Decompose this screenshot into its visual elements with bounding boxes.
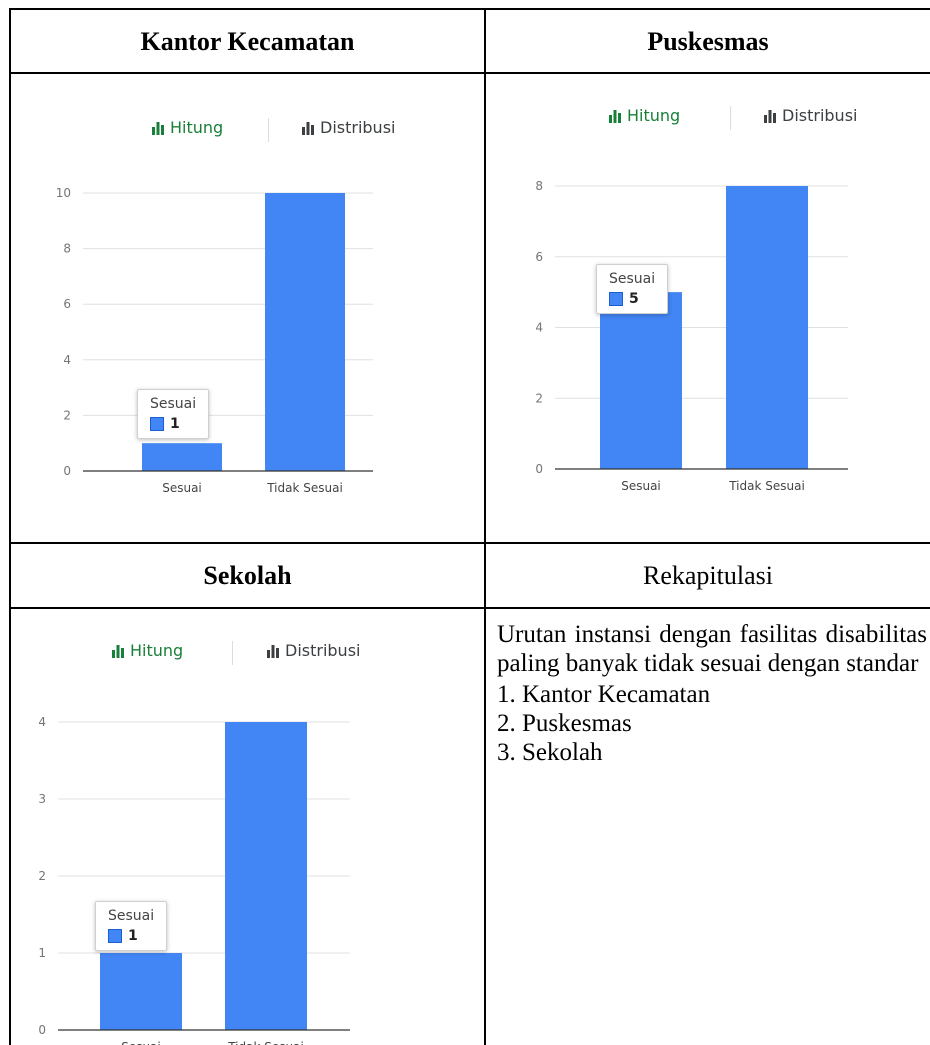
y-tick-label: 0 [535, 462, 543, 476]
y-tick-label: 10 [56, 186, 71, 200]
y-tick-label: 3 [38, 792, 46, 806]
x-tick-label: Tidak Sesuai [728, 479, 805, 493]
y-tick-label: 6 [535, 250, 543, 264]
bar-chart-icon [151, 121, 165, 135]
tab-divider [232, 641, 233, 665]
chart-plot: 0 2 4 6 8 10 Sesuai Tidak Sesuai [56, 186, 373, 495]
tooltip-value: 1 [128, 928, 138, 944]
bar-chart-icon [301, 121, 315, 135]
y-tick-label: 4 [535, 321, 543, 335]
bar-tidak-sesuai[interactable] [225, 722, 307, 1030]
table-border-row2 [9, 542, 930, 544]
tab-distribusi-label: Distribusi [285, 641, 361, 660]
tab-hitung[interactable]: Hitung [608, 106, 680, 125]
recap-item: 2. Puskesmas [497, 710, 632, 737]
chart-tabs: Hitung Distribusi [486, 96, 930, 136]
x-tick-label: Sesuai [121, 1040, 161, 1045]
chart-plot: 0 2 4 6 8 Sesuai Tidak Sesuai [535, 179, 848, 493]
chart-sekolah: Hitung Distribusi 0 1 2 3 4 Sesuai Tidak Sesua… [11, 609, 484, 1045]
bar-chart-icon [608, 109, 622, 123]
tooltip-title: Sesuai [108, 908, 155, 924]
bar-tidak-sesuai[interactable] [265, 193, 345, 471]
tab-distribusi[interactable]: Distribusi [763, 106, 857, 125]
chart-puskesmas: Hitung Distribusi 0 2 4 6 8 Sesuai Tidak Sesua… [486, 74, 930, 542]
tab-hitung-label: Hitung [130, 641, 184, 660]
y-tick-label: 2 [38, 869, 46, 883]
chart-tabs: Hitung Distribusi [11, 108, 484, 148]
chart-tooltip: Sesuai 1 [95, 901, 168, 951]
header-puskesmas: Puskesmas [647, 27, 769, 56]
tab-divider [268, 118, 269, 142]
bar-chart-icon [111, 644, 125, 658]
tab-distribusi-label: Distribusi [320, 118, 396, 137]
header-sekolah: Sekolah [203, 561, 292, 590]
chart-tooltip: Sesuai 5 [596, 264, 669, 314]
table-border-middle [484, 8, 486, 1045]
recap-text: Urutan instansi dengan fasilitas disabil… [497, 620, 927, 767]
y-tick-label: 8 [535, 179, 543, 193]
chart-tabs: Hitung Distribusi [11, 631, 484, 671]
bar-chart-icon [266, 644, 280, 658]
table-border-row3 [9, 607, 930, 609]
chart-plot: 0 1 2 3 4 Sesuai Tidak Sesuai [38, 715, 350, 1045]
y-tick-label: 0 [38, 1023, 46, 1037]
tab-hitung[interactable]: Hitung [111, 641, 183, 660]
recap-item: 3. Sekolah [497, 739, 603, 766]
y-tick-label: 2 [63, 408, 71, 422]
tab-hitung-label: Hitung [170, 118, 224, 137]
bar-sesuai[interactable] [600, 292, 682, 469]
y-tick-label: 2 [535, 391, 543, 405]
chart-kantor-kecamatan: Hitung Distribusi 0 2 4 6 8 10 Sesuai Tidak Ses… [11, 74, 484, 542]
table-border-left [9, 8, 11, 1045]
recap-item: 1. Kantor Kecamatan [497, 681, 711, 708]
header-rekapitulasi: Rekapitulasi [643, 561, 773, 590]
table-border-row1 [9, 72, 930, 74]
tooltip-title: Sesuai [609, 271, 656, 287]
x-tick-label: Sesuai [162, 481, 202, 495]
tab-distribusi[interactable]: Distribusi [266, 641, 360, 660]
x-tick-label: Tidak Sesuai [266, 481, 343, 495]
tooltip-value: 5 [629, 291, 639, 307]
bar-chart-icon [763, 109, 777, 123]
tab-hitung[interactable]: Hitung [151, 118, 223, 137]
x-tick-label: Sesuai [621, 479, 661, 493]
bar-tidak-sesuai[interactable] [726, 186, 808, 469]
y-tick-label: 4 [63, 353, 71, 367]
y-tick-label: 6 [63, 297, 71, 311]
recap-intro: Urutan instansi dengan fasilitas disabil… [497, 621, 927, 677]
tab-divider [730, 106, 731, 130]
tab-distribusi[interactable]: Distribusi [301, 118, 395, 137]
table-border-top [9, 8, 930, 10]
header-kantor-kecamatan: Kantor Kecamatan [140, 27, 355, 56]
tooltip-swatch [108, 929, 122, 943]
tab-distribusi-label: Distribusi [782, 106, 858, 125]
bar-sesuai[interactable] [100, 953, 182, 1030]
tooltip-title: Sesuai [150, 396, 197, 412]
y-tick-label: 0 [63, 464, 71, 478]
y-tick-label: 1 [38, 946, 46, 960]
chart-tooltip: Sesuai 1 [137, 389, 210, 439]
tooltip-swatch [609, 292, 623, 306]
y-tick-label: 8 [63, 242, 71, 256]
tooltip-value: 1 [170, 416, 180, 432]
tooltip-swatch [150, 417, 164, 431]
tab-hitung-label: Hitung [627, 106, 681, 125]
bar-sesuai[interactable] [142, 443, 222, 471]
recap-list: 1. Kantor Kecamatan 2. Puskesmas 3. Seko… [497, 680, 927, 767]
y-tick-label: 4 [38, 715, 46, 729]
x-tick-label: Tidak Sesuai [227, 1040, 304, 1045]
